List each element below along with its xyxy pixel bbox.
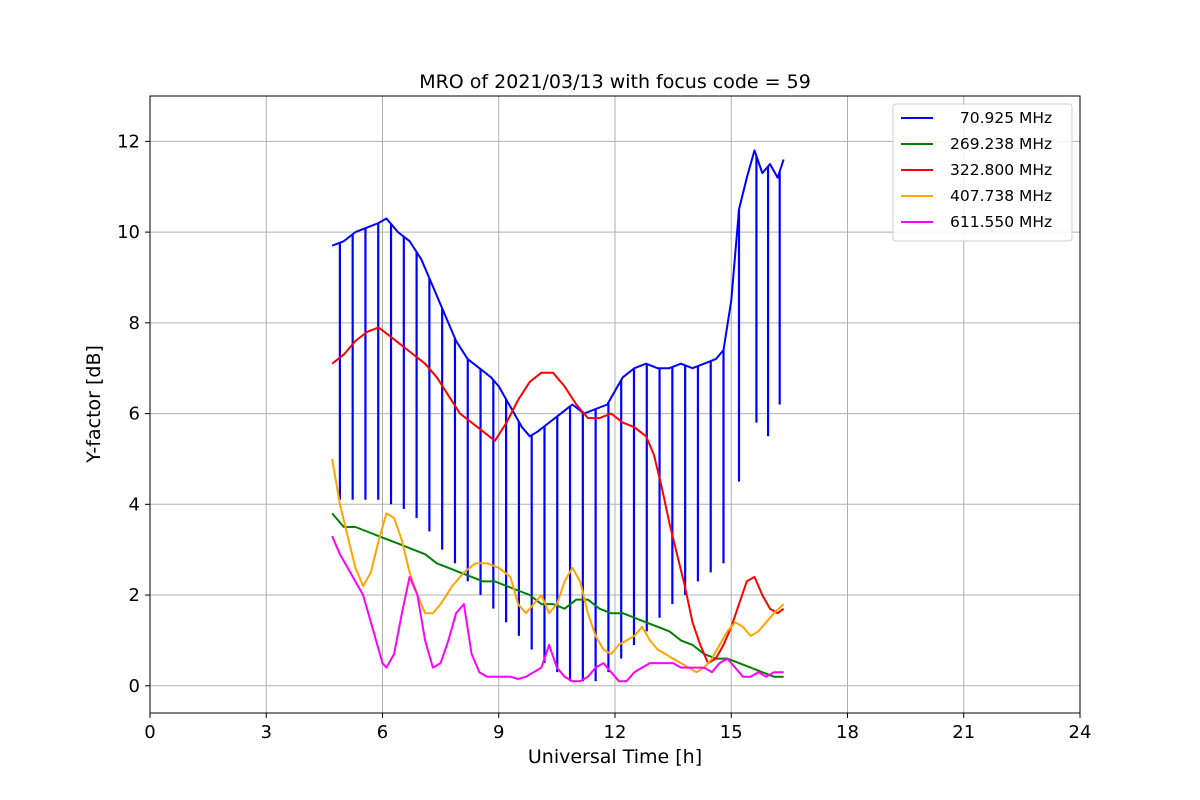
- x-tick-label: 3: [261, 722, 272, 743]
- series-line-2: [331, 326, 785, 665]
- legend-label: 611.550 MHz: [950, 213, 1052, 231]
- series-line-0: [331, 149, 785, 438]
- x-tick-label: 0: [144, 722, 155, 743]
- x-axis-label: Universal Time [h]: [528, 746, 702, 768]
- x-tick-label: 21: [952, 722, 975, 743]
- x-tick-label: 9: [493, 722, 504, 743]
- series-line-3: [331, 458, 785, 674]
- legend: 70.925 MHz 269.238 MHz 322.800 MHz 407.738 …: [892, 103, 1073, 242]
- x-tick-label: 6: [377, 722, 388, 743]
- series-line-4: [331, 535, 784, 683]
- legend-label: 269.238 MHz: [950, 135, 1052, 153]
- x-tick-label: 15: [720, 722, 743, 743]
- chart-title: MRO of 2021/03/13 with focus code = 59: [419, 71, 811, 93]
- legend-label: 322.800 MHz: [950, 161, 1052, 179]
- series-layer: [331, 149, 785, 683]
- legend-box: [892, 103, 1073, 242]
- y-tick-label: 2: [129, 585, 140, 606]
- series-line-1: [331, 512, 784, 678]
- y-tick-label: 10: [117, 222, 140, 243]
- y-tick-label: 12: [117, 131, 140, 152]
- y-tick-label: 4: [129, 494, 140, 515]
- y-tick-label: 6: [129, 404, 140, 425]
- x-tick-label: 18: [836, 722, 859, 743]
- x-tick-label: 12: [604, 722, 627, 743]
- y-axis: 0 2 4 6 8 10 12: [117, 131, 150, 697]
- x-axis: 0 3 6 9 12 15 18 21 24: [144, 713, 1091, 743]
- y-tick-label: 0: [129, 676, 140, 697]
- y-tick-label: 8: [129, 313, 140, 334]
- legend-label: 407.738 MHz: [950, 187, 1052, 205]
- x-tick-label: 24: [1069, 722, 1092, 743]
- y-axis-label: Y-factor [dB]: [83, 345, 105, 464]
- legend-label: 70.925 MHz: [950, 109, 1052, 127]
